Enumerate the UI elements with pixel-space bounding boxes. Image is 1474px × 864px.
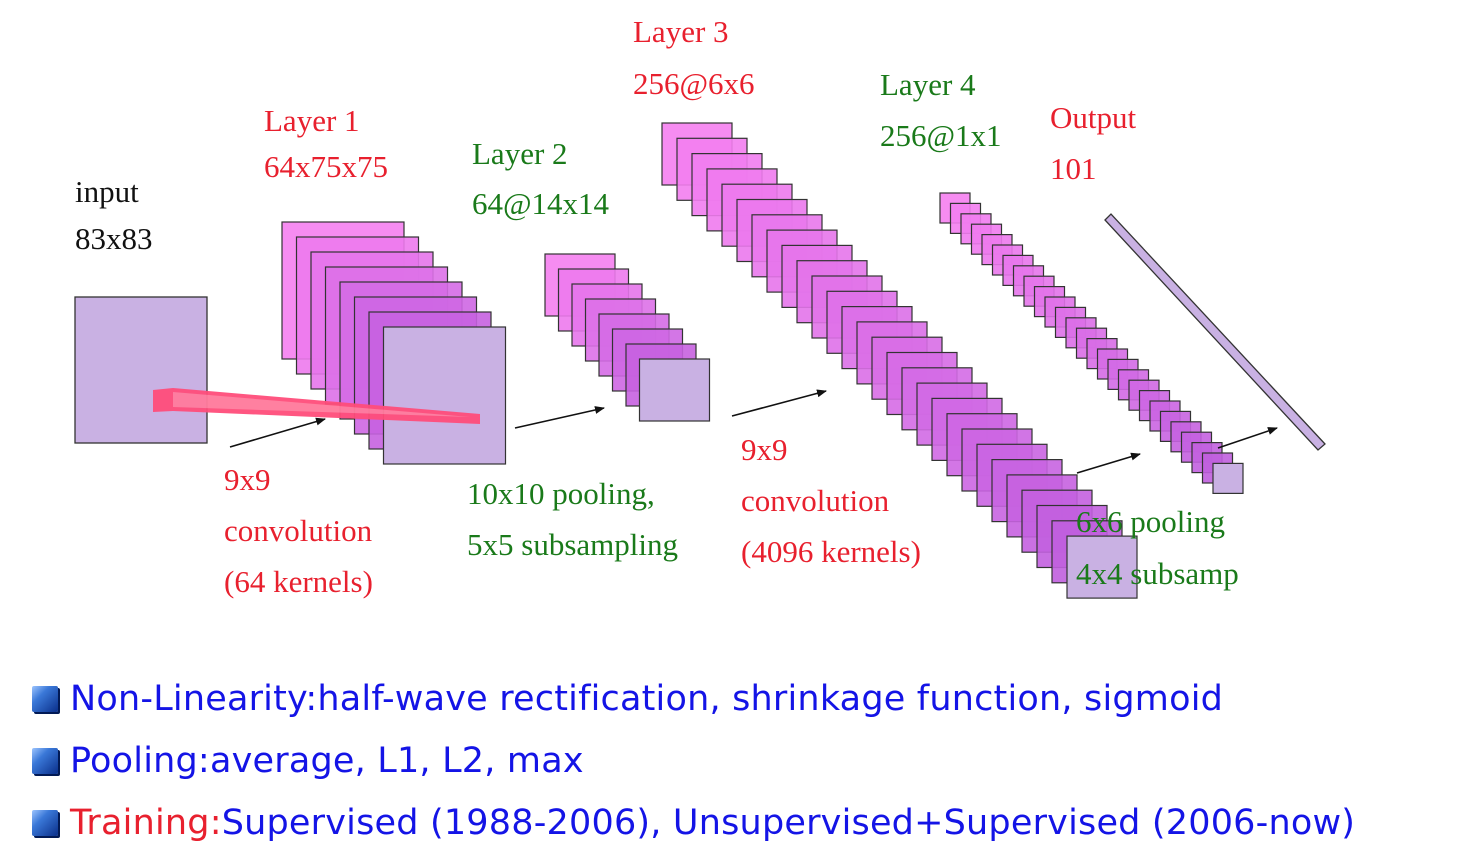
layer4-feature-maps: [939, 192, 1244, 494]
layer4-title: Layer 4: [880, 67, 976, 102]
bullet-list: Non-Linearity: half-wave rectification, …: [32, 668, 1355, 854]
op3-line1: 9x9: [741, 432, 788, 467]
layer1-size: 64x75x75: [264, 149, 388, 184]
op3-line3: (4096 kernels): [741, 534, 921, 569]
arrow-layer4-to-output: [1217, 427, 1278, 449]
bullet-label: Pooling:: [70, 741, 210, 781]
bullet-text: half-wave rectification, shrinkage funct…: [317, 679, 1224, 719]
square-bullet-icon: [32, 748, 58, 774]
op2-line1: 10x10 pooling,: [467, 476, 655, 511]
input-size: 83x83: [75, 221, 153, 256]
layer3-title: Layer 3: [633, 14, 729, 49]
op4-line2: 4x4 subsamp: [1076, 556, 1239, 591]
op1-line1: 9x9: [224, 462, 271, 497]
bullet-nonlinearity: Non-Linearity: half-wave rectification, …: [32, 668, 1355, 730]
op1-line3: (64 kernels): [224, 564, 373, 599]
layer1-title: Layer 1: [264, 103, 360, 138]
cnn-architecture-diagram: input 83x83 Layer 1 64x75x75 Layer 2 64@…: [74, 14, 1326, 599]
output-title: Output: [1050, 100, 1137, 135]
output-vector: [1104, 213, 1326, 451]
op3-line2: convolution: [741, 483, 890, 518]
bullet-training: Training: Supervised (1988-2006), Unsupe…: [32, 792, 1355, 854]
layer2-feature-maps: [544, 253, 711, 422]
bullet-pooling: Pooling: average, L1, L2, max: [32, 730, 1355, 792]
square-bullet-icon: [32, 686, 58, 712]
input-title: input: [75, 174, 139, 209]
layer2-title: Layer 2: [472, 136, 568, 171]
layer4-size: 256@1x1: [880, 118, 1002, 153]
layer3-size: 256@6x6: [633, 66, 755, 101]
layer2-size: 64@14x14: [472, 186, 610, 221]
bullet-text: Supervised (1988-2006), Unsupervised+Sup…: [221, 803, 1356, 843]
layer3-feature-maps: [661, 122, 1138, 599]
layer3-feature-map: [1066, 535, 1138, 599]
layer4-feature-map: [1212, 462, 1244, 494]
receptive-field-beam: [153, 388, 480, 424]
output-size: 101: [1050, 151, 1097, 186]
layer1-feature-map: [382, 326, 507, 465]
layer2-feature-map: [638, 358, 711, 422]
op4-line1: 6x6 pooling: [1076, 504, 1225, 539]
bullet-label: Non-Linearity:: [70, 679, 318, 719]
bullet-text: average, L1, L2, max: [209, 741, 584, 781]
arrow-input-to-layer1: [229, 417, 326, 448]
arrow-layer1-to-layer2: [514, 406, 605, 429]
arrow-layer3-to-layer4: [1076, 452, 1141, 474]
op1-line2: convolution: [224, 513, 373, 548]
bullet-label-highlight: Training:: [70, 803, 222, 843]
receptive-field-beam-highlight: [173, 392, 470, 417]
arrow-layer2-to-layer3: [731, 389, 827, 417]
layer1-feature-maps: [281, 221, 507, 465]
square-bullet-icon: [32, 810, 58, 836]
input-map: [74, 296, 208, 444]
op2-line2: 5x5 subsampling: [467, 527, 678, 562]
